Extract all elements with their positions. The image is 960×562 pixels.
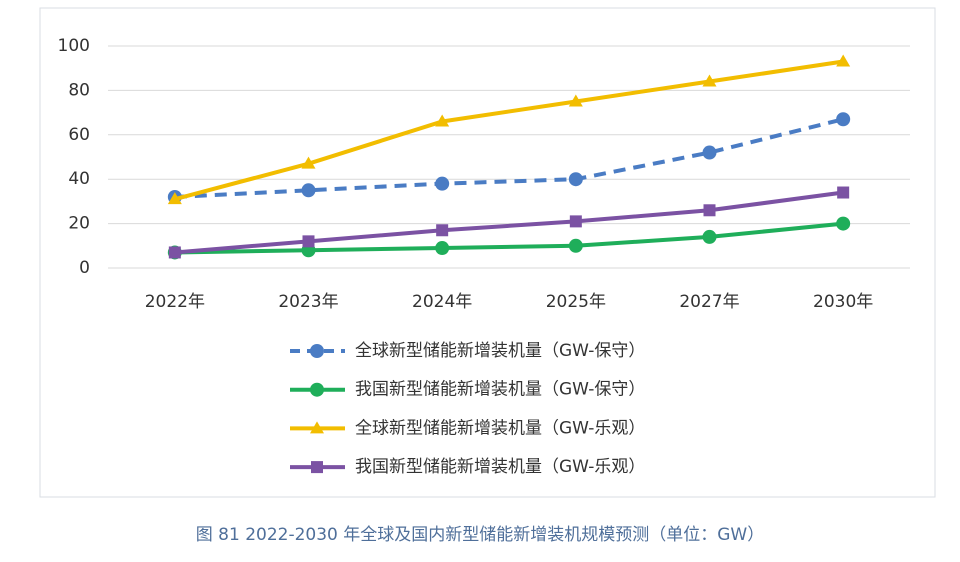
legend-label: 我国新型储能新增装机量（GW-乐观） — [355, 457, 645, 477]
data-point — [302, 235, 315, 248]
legend-marker — [311, 461, 323, 474]
x-tick-label: 2030年 — [813, 292, 873, 312]
data-point — [568, 172, 583, 187]
data-point — [702, 145, 717, 160]
data-point — [703, 204, 716, 217]
x-tick-label: 2027年 — [679, 292, 739, 312]
y-tick-label: 60 — [68, 125, 90, 145]
data-point — [836, 216, 851, 231]
data-point — [436, 224, 449, 237]
y-tick-label: 80 — [68, 80, 90, 100]
legend-marker — [310, 382, 324, 397]
legend-marker — [310, 421, 324, 434]
x-tick-label: 2023年 — [278, 292, 338, 312]
data-point — [836, 54, 851, 67]
legend-label: 全球新型储能新增装机量（GW-乐观） — [355, 418, 645, 438]
data-point — [837, 186, 850, 199]
series-line — [174, 117, 844, 199]
caption: 图 81 2022-2030 年全球及国内新型储能新增装机规模预测（单位：GW） — [196, 525, 765, 545]
data-point — [435, 241, 450, 256]
data-point — [167, 192, 182, 205]
x-tick-label: 2025年 — [546, 292, 606, 312]
data-point — [568, 238, 583, 253]
y-tick-label: 100 — [58, 36, 90, 56]
series-line — [174, 59, 844, 202]
series-line — [174, 190, 844, 255]
data-point — [702, 229, 717, 244]
x-tick-label: 2022年 — [145, 292, 205, 312]
y-tick-label: 20 — [68, 214, 90, 234]
data-point — [301, 183, 316, 198]
y-tick-label: 40 — [68, 169, 90, 189]
data-point — [702, 74, 717, 87]
data-point — [435, 176, 450, 191]
data-point — [301, 156, 316, 169]
x-tick-label: 2024年 — [412, 292, 472, 312]
data-point — [569, 215, 582, 228]
series-line — [174, 221, 844, 255]
legend-label: 全球新型储能新增装机量（GW-保守） — [355, 341, 645, 361]
data-point — [168, 246, 181, 259]
y-tick-label: 0 — [79, 258, 90, 278]
legend-label: 我国新型储能新增装机量（GW-保守） — [355, 380, 645, 400]
data-point — [836, 112, 851, 127]
legend-marker — [310, 344, 324, 358]
data-point — [435, 114, 450, 127]
data-point — [568, 94, 583, 107]
